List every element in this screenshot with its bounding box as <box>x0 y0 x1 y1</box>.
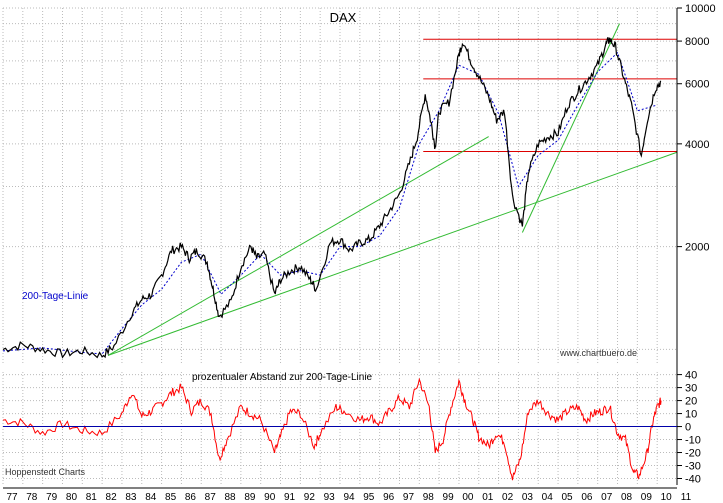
x-tick-label: 95 <box>363 492 375 503</box>
horizontal-resistance-lines <box>423 38 677 152</box>
x-tick-label: 85 <box>165 492 177 503</box>
y-tick-label: 4000 <box>685 139 709 151</box>
x-tick-label: 03 <box>522 492 534 503</box>
x-tick-label: 08 <box>621 492 633 503</box>
x-tick-label: 97 <box>403 492 415 503</box>
y-tick-label: 6000 <box>685 79 709 91</box>
sub-y-tick-label: 0 <box>685 422 691 434</box>
sub-series <box>2 377 662 481</box>
main-grid <box>2 7 678 365</box>
sub-y-tick-label: -40 <box>685 474 701 486</box>
x-tick-label: 89 <box>244 492 256 503</box>
x-tick-label: 92 <box>304 492 316 503</box>
x-tick-label: 98 <box>423 492 435 503</box>
subchart-title: prozentualer Abstand zur 200-Tage-Linie <box>192 372 373 383</box>
deviation-line <box>2 377 662 481</box>
x-tick-label: 86 <box>185 492 197 503</box>
x-tick-label: 79 <box>46 492 58 503</box>
x-tick-label: 07 <box>601 492 613 503</box>
axes <box>3 7 682 489</box>
x-tick-label: 06 <box>581 492 593 503</box>
main-series <box>2 37 662 359</box>
sub-y-tick-label: 30 <box>685 383 697 395</box>
source-label: Hoppenstedt Charts <box>5 467 86 477</box>
x-tick-label: 00 <box>462 492 474 503</box>
x-tick-label: 09 <box>641 492 653 503</box>
y-tick-label: 8000 <box>685 36 709 48</box>
chart-title: DAX <box>330 10 357 25</box>
x-tick-label: 83 <box>125 492 137 503</box>
x-tick-label: 88 <box>224 492 236 503</box>
trend-line <box>107 136 489 356</box>
trend-line <box>107 151 678 356</box>
x-tick-label: 91 <box>284 492 296 503</box>
y-tick-label: 10000 <box>685 3 716 15</box>
sub-y-tick-label: -10 <box>685 435 701 447</box>
x-tick-label: 94 <box>343 492 355 503</box>
trend-line <box>521 23 620 233</box>
x-tick-label: 05 <box>561 492 573 503</box>
x-tick-label: 78 <box>26 492 38 503</box>
sub-y-tick-label: 20 <box>685 396 697 408</box>
dax-line <box>2 37 662 359</box>
x-tick-label: 96 <box>383 492 395 503</box>
sub-y-tick-label: -30 <box>685 461 701 473</box>
x-tick-label: 87 <box>205 492 217 503</box>
sub-grid <box>2 372 678 485</box>
x-tick-label: 82 <box>106 492 118 503</box>
x-tick-label: 93 <box>324 492 336 503</box>
x-tick-label: 77 <box>6 492 18 503</box>
trend-lines <box>107 23 678 356</box>
ma-annotation: 200-Tage-Linie <box>22 291 89 302</box>
x-tick-label: 10 <box>661 492 673 503</box>
x-tick-label: 02 <box>502 492 514 503</box>
sub-y-tick-label: -20 <box>685 448 701 460</box>
x-tick-label: 04 <box>542 492 554 503</box>
x-tick-label: 80 <box>66 492 78 503</box>
x-tick-label: 84 <box>145 492 157 503</box>
sub-y-tick-label: 10 <box>685 409 697 421</box>
tick-labels: 77 78 79 80 81 82 83 84 85 86 87 88 89 90 91 92 93 94 95 96… <box>6 3 715 503</box>
x-tick-label: 90 <box>264 492 276 503</box>
sub-y-tick-label: 40 <box>685 370 697 382</box>
x-tick-label: 81 <box>86 492 98 503</box>
x-tick-label: 01 <box>482 492 494 503</box>
x-tick-label: 99 <box>443 492 455 503</box>
ma-200-line <box>2 51 658 355</box>
x-tick-label: 11 <box>681 492 692 503</box>
watermark: www.chartbuero.de <box>559 348 637 358</box>
y-tick-label: 2000 <box>685 242 709 254</box>
